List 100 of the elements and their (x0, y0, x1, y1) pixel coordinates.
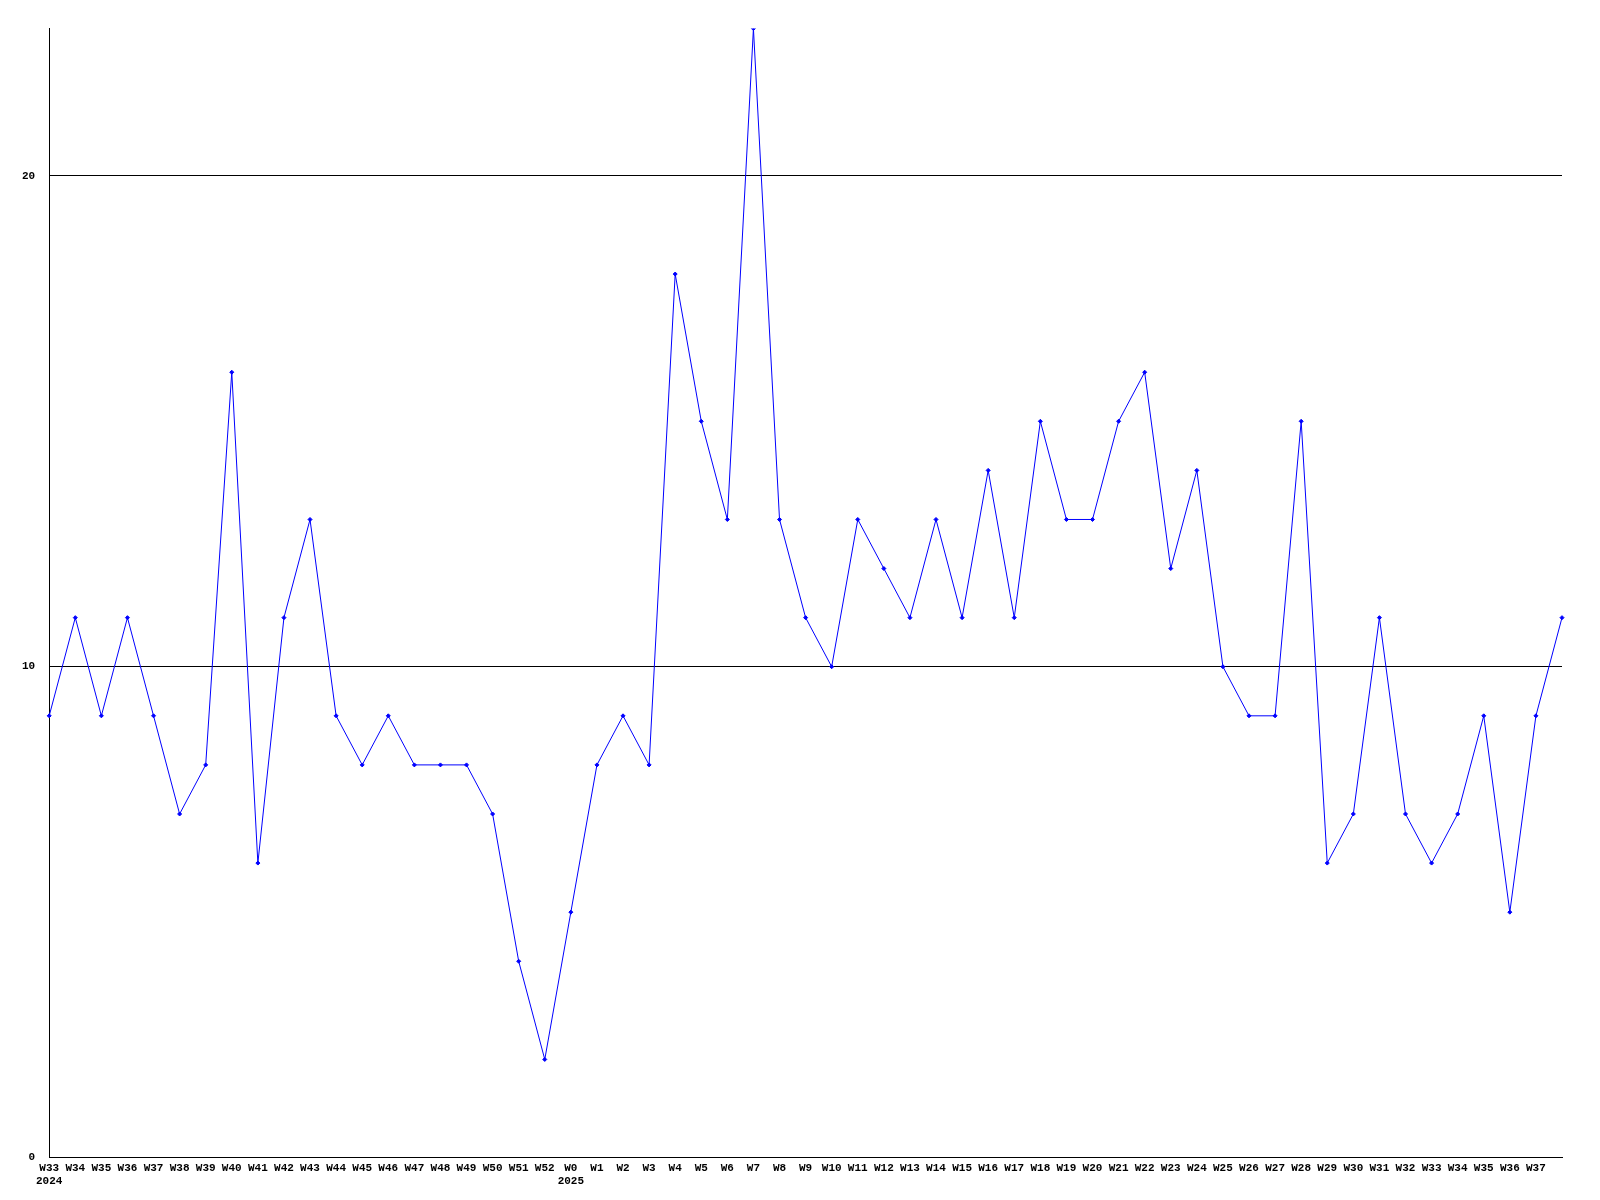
point (124, 615, 130, 621)
point (1324, 860, 1330, 866)
x-tick-label: W13 (900, 1161, 921, 1174)
x-tick-label: W25 (1213, 1161, 1234, 1174)
point (1507, 909, 1513, 915)
x-tick-label: W42 (274, 1161, 294, 1174)
x-tick-label: W1 (590, 1161, 604, 1174)
x-tick-label: W12 (873, 1161, 894, 1174)
point (933, 516, 939, 522)
point (620, 713, 626, 719)
point (803, 615, 809, 621)
x-tick-label: W7 (746, 1161, 761, 1174)
x-tick-label: W28 (1291, 1161, 1312, 1174)
point (855, 516, 861, 522)
y-tick-label: 20 (22, 169, 36, 182)
point (724, 516, 730, 522)
point (1116, 418, 1122, 424)
x-tick-label: W27 (1265, 1161, 1285, 1174)
point (1063, 516, 1069, 522)
point (1455, 811, 1461, 817)
x-tick-label: W9 (799, 1161, 813, 1174)
x-tick-label: W20 (1082, 1161, 1103, 1174)
point (672, 271, 678, 277)
point (255, 860, 261, 866)
x-tick-label: W40 (221, 1161, 242, 1174)
x-tick-label: W35 (1473, 1161, 1495, 1174)
x-tick-label: W45 (352, 1161, 373, 1174)
x-tick-label: W33 (1421, 1161, 1442, 1174)
point (959, 615, 965, 621)
point (1350, 811, 1356, 817)
point (985, 467, 991, 473)
point (72, 615, 78, 621)
point (646, 762, 652, 768)
x-tick-label: W46 (378, 1161, 399, 1174)
point (307, 516, 313, 522)
point (516, 958, 522, 964)
point (229, 369, 235, 375)
point (1011, 615, 1017, 621)
point (777, 516, 783, 522)
y-tick-label: 10 (22, 660, 36, 673)
point (177, 811, 183, 817)
x-tick-label: W37 (143, 1161, 164, 1174)
x-tick-label: W34 (65, 1161, 86, 1174)
point (333, 713, 339, 719)
point (1194, 467, 1200, 473)
point (1037, 418, 1043, 424)
point (1533, 713, 1539, 719)
point (881, 566, 887, 572)
x-tick-label: W14 (926, 1161, 947, 1174)
x-tick-label: W2 (616, 1161, 630, 1174)
x-tick-label: W38 (169, 1161, 190, 1174)
point (1403, 811, 1408, 817)
point (1298, 418, 1304, 424)
x-tick-label: W24 (1186, 1161, 1208, 1174)
point (542, 1056, 548, 1062)
x-tick-label: W43 (300, 1161, 321, 1174)
x-tick-label: W18 (1030, 1161, 1051, 1174)
point (1481, 713, 1487, 719)
point (1220, 664, 1226, 670)
x-tick-label: W26 (1239, 1161, 1259, 1174)
x-tick-label: W21 (1108, 1161, 1129, 1174)
point (907, 615, 913, 621)
point (1246, 713, 1252, 719)
x-tick-label: W19 (1056, 1161, 1077, 1174)
point (568, 909, 574, 915)
x-tick-label: W15 (952, 1161, 973, 1174)
x-tick-label: W47 (404, 1161, 425, 1174)
point (594, 762, 600, 768)
x-tick-label: W35 (91, 1161, 112, 1174)
x-tick-label: W11 (847, 1161, 869, 1174)
point (490, 811, 496, 817)
point (151, 713, 157, 719)
x-tick-label: W0 2025 (557, 1161, 585, 1188)
x-tick-label: W29 (1317, 1161, 1338, 1174)
x-tick-label: W17 (1004, 1161, 1025, 1174)
x-tick-label: W6 (720, 1161, 734, 1174)
point (1429, 860, 1435, 866)
x-tick-label: W34 (1447, 1161, 1468, 1174)
x-tick-label: W4 (668, 1161, 683, 1174)
point (1090, 516, 1096, 522)
x-tick-label: W31 (1369, 1161, 1390, 1174)
x-tick-label: W32 (1395, 1161, 1416, 1174)
x-tick-label: W37 (1526, 1161, 1546, 1174)
x-tick-label: W49 (456, 1161, 477, 1174)
x-tick-label: W36 (117, 1161, 138, 1174)
point (1168, 566, 1174, 572)
point (464, 762, 470, 768)
x-tick-label: W48 (430, 1161, 451, 1174)
point (829, 664, 835, 670)
point (437, 762, 443, 768)
x-tick-label: W5 (694, 1161, 709, 1174)
point (359, 762, 365, 768)
point (203, 762, 209, 768)
x-tick-label: W23 (1160, 1161, 1182, 1174)
x-tick-label: W33 2024 (36, 1161, 63, 1188)
x-tick-label: W39 (195, 1161, 216, 1174)
x-tick-label: W51 (508, 1161, 529, 1174)
point (46, 713, 52, 719)
x-tick-label: W10 (821, 1161, 842, 1174)
x-tick-label: W8 (772, 1161, 787, 1174)
